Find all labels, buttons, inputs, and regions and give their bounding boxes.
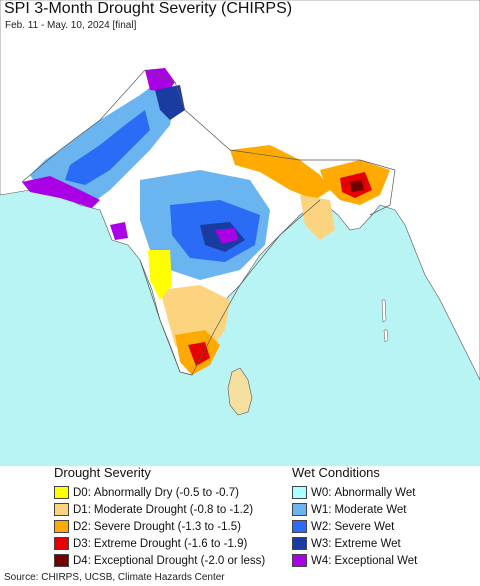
legend-item-d1: D1: Moderate Drought (-0.8 to -1.2) [54, 501, 253, 518]
legend-desc: Exceptional Drought (-2.0 or less) [93, 554, 266, 567]
legend-item-w2: W2: Severe Wet [292, 518, 394, 535]
legend-swatch-w0 [292, 486, 307, 499]
legend-code: D1: [73, 503, 91, 516]
legend-item-d0: D0: Abnormally Dry (-0.5 to -0.7) [54, 484, 239, 501]
legend-item-w4: W4: Exceptional Wet [292, 552, 417, 569]
wet-legend-title: Wet Conditions [292, 465, 380, 480]
legend-code: D0: [73, 486, 91, 499]
legend-item-w1: W1: Moderate Wet [292, 501, 406, 518]
legend-desc: Severe Drought (-1.3 to -1.5) [93, 520, 241, 533]
legend-desc: Exceptional Wet [334, 554, 418, 567]
legend-item-d2: D2: Severe Drought (-1.3 to -1.5) [54, 518, 241, 535]
legend-item-w3: W3: Extreme Wet [292, 535, 401, 552]
legend-swatch-d0 [54, 486, 69, 499]
legend-swatch-d4 [54, 554, 69, 567]
legend-desc: Extreme Drought (-1.6 to -1.9) [93, 537, 248, 550]
legend-swatch-w2 [292, 520, 307, 533]
map-title: SPI 3-Month Drought Severity (CHIRPS) [4, 0, 293, 17]
legend-code: W2: [311, 520, 332, 533]
legend-code: D4: [73, 554, 91, 567]
legend-desc: Extreme Wet [334, 537, 401, 550]
legend-swatch-d3 [54, 537, 69, 550]
legend-item-d3: D3: Extreme Drought (-1.6 to -1.9) [54, 535, 247, 552]
legend-swatch-w3 [292, 537, 307, 550]
source-credit: Source: CHIRPS, UCSB, Climate Hazards Ce… [4, 572, 225, 583]
severity-patches [22, 68, 390, 375]
map-subtitle: Feb. 11 - May. 10, 2024 [final] [5, 20, 137, 31]
legend-code: W4: [311, 554, 332, 567]
drought-map [0, 0, 480, 466]
legend-item-w0: W0: Abnormally Wet [292, 484, 415, 501]
sri-lanka [227, 367, 253, 416]
legend-code: W0: [311, 486, 332, 499]
legend-code: W1: [311, 503, 332, 516]
andaman-islands [381, 299, 389, 343]
legend-desc: Severe Wet [334, 520, 395, 533]
legend-desc: Abnormally Wet [334, 486, 416, 499]
legend-code: W3: [311, 537, 332, 550]
legend-desc: Moderate Wet [334, 503, 407, 516]
legend-code: D2: [73, 520, 91, 533]
legend-desc: Moderate Drought (-0.8 to -1.2) [93, 503, 254, 516]
country-borders [21, 69, 396, 376]
legend-swatch-w1 [292, 503, 307, 516]
legend-swatch-d1 [54, 503, 69, 516]
legend-desc: Abnormally Dry (-0.5 to -0.7) [93, 486, 239, 499]
legend-code: D3: [73, 537, 91, 550]
legend-item-d4: D4: Exceptional Drought (-2.0 or less) [54, 552, 265, 569]
drought-legend-title: Drought Severity [54, 465, 151, 480]
legend-swatch-w4 [292, 554, 307, 567]
legend-swatch-d2 [54, 520, 69, 533]
